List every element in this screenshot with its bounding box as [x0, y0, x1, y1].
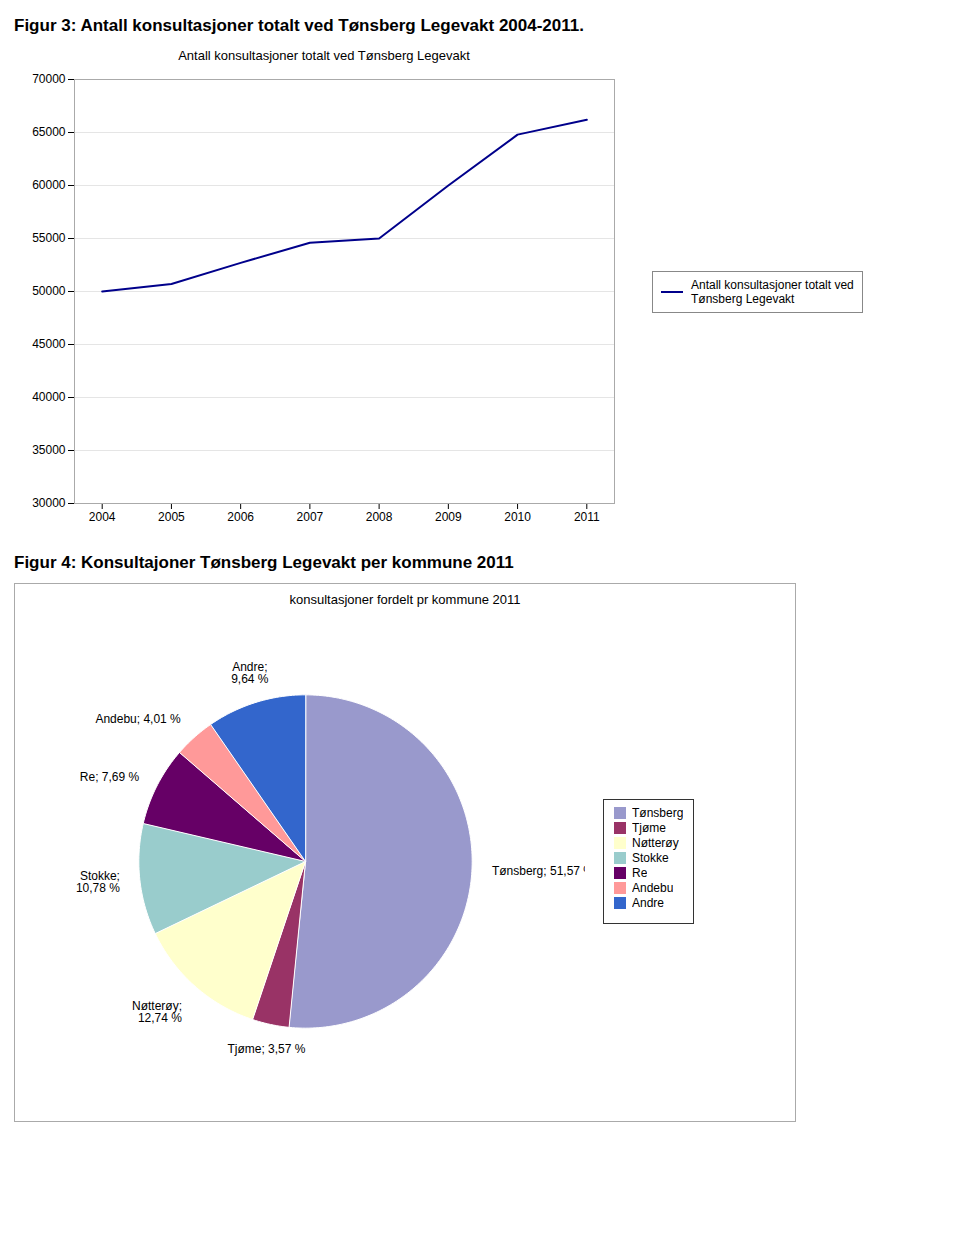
svg-text:Nøtterøy;12,74 %: Nøtterøy;12,74 %	[132, 999, 182, 1025]
svg-text:30000: 30000	[32, 496, 66, 510]
html-text:Antall konsultasjoner totalt v: Antall konsultasjoner totalt ved Tønsber…	[178, 48, 470, 63]
svg-text:65000: 65000	[32, 125, 66, 139]
svg-text:50000: 50000	[32, 284, 66, 298]
html-text:Figur 4: Konsultajoner Tønsber: Figur 4: Konsultajoner Tønsberg Legevakt…	[14, 553, 514, 572]
html-text:Tjøme: Tjøme	[632, 820, 666, 835]
html-text:Nøtterøy: Nøtterøy	[632, 835, 679, 850]
svg-text:2009: 2009	[435, 510, 462, 524]
html-text:Antall konsultasjoner totalt v: Antall konsultasjoner totalt ved Tønsber…	[691, 277, 854, 306]
svg-text:2008: 2008	[366, 510, 393, 524]
svg-text:35000: 35000	[32, 443, 66, 457]
svg-text:2010: 2010	[504, 510, 531, 524]
html-text:Andebu: Andebu	[632, 880, 674, 895]
svg-text:45000: 45000	[32, 337, 66, 351]
svg-text:2007: 2007	[297, 510, 324, 524]
html-text:Andre: Andre	[632, 895, 664, 910]
html-text:Figur 3: Antall konsultasjoner: Figur 3: Antall konsultasjoner totalt ve…	[14, 16, 584, 35]
svg-text:60000: 60000	[32, 178, 66, 192]
html-text:Stokke: Stokke	[632, 850, 669, 865]
svg-text:70000: 70000	[32, 72, 66, 86]
html-text:Tønsberg: Tønsberg	[632, 805, 684, 820]
svg-text:2005: 2005	[158, 510, 185, 524]
svg-text:2011: 2011	[574, 510, 600, 524]
svg-text:40000: 40000	[32, 390, 66, 404]
svg-text:Stokke;10,78 %: Stokke;10,78 %	[76, 869, 120, 895]
svg-text:Re; 7,69 %: Re; 7,69 %	[80, 770, 140, 784]
svg-text:Andebu; 4,01 %: Andebu; 4,01 %	[95, 712, 181, 726]
svg-text:2006: 2006	[227, 510, 254, 524]
html-text:Re: Re	[632, 865, 648, 880]
svg-text:Andre;9,64 %: Andre;9,64 %	[231, 660, 269, 686]
svg-text:Tjøme; 3,57 %: Tjøme; 3,57 %	[227, 1042, 305, 1056]
svg-text:Tønsberg; 51,57 %: Tønsberg; 51,57 %	[492, 864, 585, 878]
svg-text:2004: 2004	[89, 510, 116, 524]
svg-text:55000: 55000	[32, 231, 66, 245]
html-text:konsultasjoner fordelt pr komm: konsultasjoner fordelt pr kommune 2011	[289, 592, 521, 607]
